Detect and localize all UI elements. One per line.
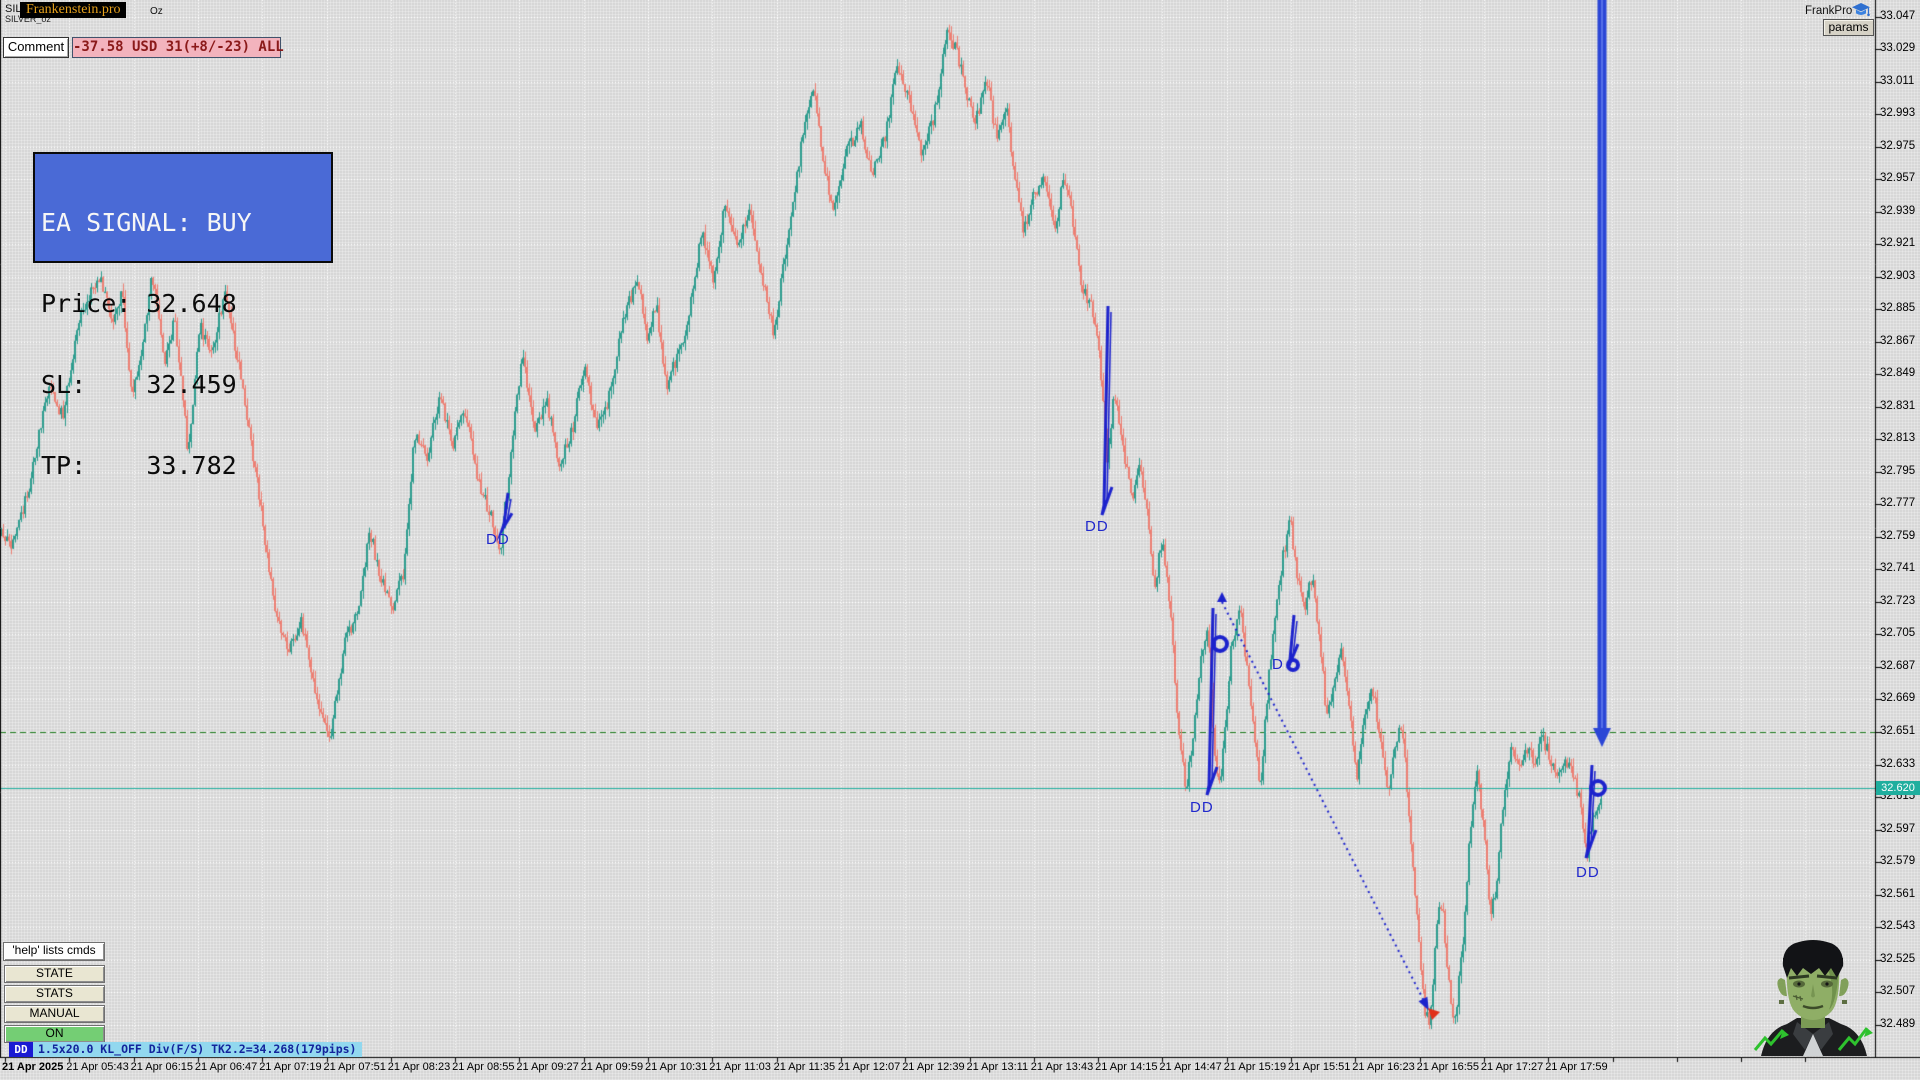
manual-button[interactable]: MANUAL [4, 1005, 105, 1023]
symbol-text: SIL [5, 3, 22, 15]
comment-button[interactable]: Comment [3, 37, 69, 58]
frankpro-label: FrankPro [1805, 5, 1853, 17]
state-button[interactable]: STATE [4, 965, 105, 983]
help-button[interactable]: 'help' lists cmds [3, 942, 105, 961]
comment-value: -37.58 USD 31(+8/-23) ALL [72, 37, 284, 58]
oz-label: Oz [150, 6, 163, 17]
signal-line-sl: SL: 32.459 [41, 370, 237, 399]
params-button[interactable]: params [1823, 19, 1874, 36]
dd-badge: DD [9, 1042, 33, 1057]
signal-line-1: EA SIGNAL: BUY [41, 208, 252, 237]
current-price-tag: 32.620 [1876, 781, 1920, 795]
signal-line-tp: TP: 33.782 [41, 451, 237, 480]
on-toggle-button[interactable]: ON [4, 1025, 105, 1043]
frankenstein-portrait [1753, 938, 1873, 1061]
ea-signal-box: EA SIGNAL: BUY Price: 32.648 SL: 32.459 … [33, 152, 333, 479]
symbol-subtext: SILVER_oz [5, 14, 51, 24]
signal-line-price: Price: 32.648 [41, 289, 237, 318]
status-bar: DD 1.5x20.0 KL_OFF Div(F/S) TK2.2=34.268… [9, 1042, 362, 1057]
status-text: 1.5x20.0 KL_OFF Div(F/S) TK2.2=34.268(17… [33, 1042, 362, 1057]
ea-title-banner: Frankenstein.pro [20, 2, 127, 18]
stats-button[interactable]: STATS [4, 985, 105, 1003]
graduation-cap-icon [1851, 2, 1871, 24]
